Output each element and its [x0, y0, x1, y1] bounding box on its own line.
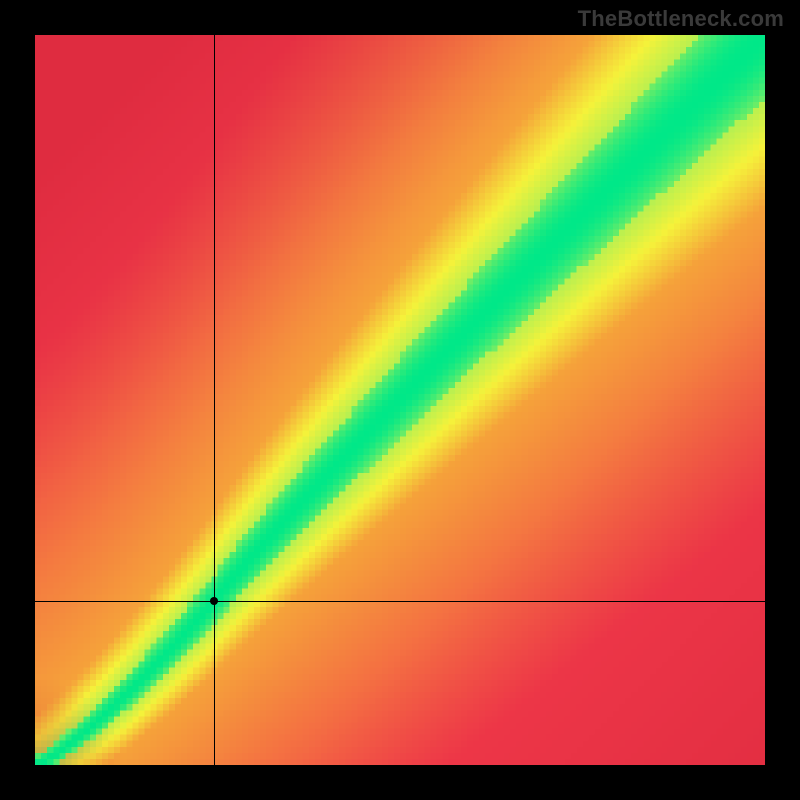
heatmap-canvas [35, 35, 765, 765]
watermark-text: TheBottleneck.com [578, 6, 784, 32]
crosshair-vertical [214, 35, 215, 765]
crosshair-horizontal [35, 601, 765, 602]
crosshair-marker-dot [210, 597, 218, 605]
heatmap-plot [35, 35, 765, 765]
